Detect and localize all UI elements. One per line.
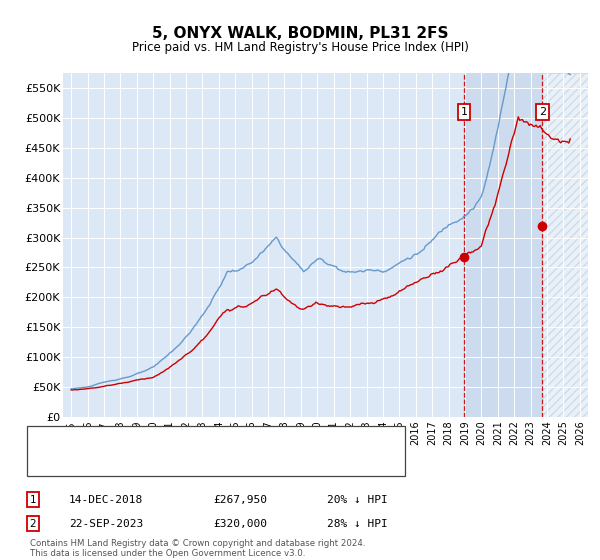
Text: 28% ↓ HPI: 28% ↓ HPI xyxy=(327,519,388,529)
Text: 1: 1 xyxy=(461,107,467,116)
Text: 1: 1 xyxy=(29,494,37,505)
Bar xyxy=(464,73,588,417)
Text: 20% ↓ HPI: 20% ↓ HPI xyxy=(327,494,388,505)
Text: 5, ONYX WALK, BODMIN, PL31 2FS: 5, ONYX WALK, BODMIN, PL31 2FS xyxy=(152,26,448,41)
Text: 22-SEP-2023: 22-SEP-2023 xyxy=(69,519,143,529)
Bar xyxy=(542,73,588,417)
Text: Contains HM Land Registry data © Crown copyright and database right 2024.
This d: Contains HM Land Registry data © Crown c… xyxy=(30,539,365,558)
Text: £320,000: £320,000 xyxy=(213,519,267,529)
Text: HPI: Average price, detached house, Cornwall: HPI: Average price, detached house, Corn… xyxy=(87,456,337,466)
Text: Price paid vs. HM Land Registry's House Price Index (HPI): Price paid vs. HM Land Registry's House … xyxy=(131,40,469,54)
Text: 5, ONYX WALK, BODMIN, PL31 2FS (detached house): 5, ONYX WALK, BODMIN, PL31 2FS (detached… xyxy=(87,437,375,447)
Text: 2: 2 xyxy=(539,107,546,116)
Text: £267,950: £267,950 xyxy=(213,494,267,505)
Text: 2: 2 xyxy=(29,519,37,529)
Text: 14-DEC-2018: 14-DEC-2018 xyxy=(69,494,143,505)
